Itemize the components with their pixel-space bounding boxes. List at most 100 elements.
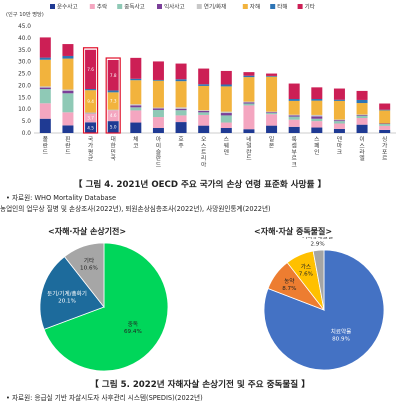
bar-segment bbox=[266, 112, 278, 113]
bar-segment bbox=[311, 100, 323, 115]
bar-segment bbox=[62, 89, 74, 91]
bar-segment bbox=[288, 114, 300, 116]
pie-slice bbox=[39, 256, 105, 330]
bar-segment bbox=[62, 125, 74, 133]
legend-item: 타해 bbox=[270, 3, 287, 11]
bar-segment bbox=[152, 79, 164, 81]
bar-segment bbox=[175, 81, 187, 108]
bar-segment bbox=[266, 73, 278, 76]
pie-slice-value: 8.7% bbox=[282, 286, 296, 292]
y-tick-label: 30.0 bbox=[18, 60, 31, 66]
bar-segment bbox=[266, 75, 278, 77]
bar-segment bbox=[39, 89, 51, 104]
bar-segment bbox=[333, 88, 345, 100]
segment-value-label: 7.6 bbox=[87, 67, 94, 72]
segment-value-label: 5.0 bbox=[110, 125, 117, 130]
bar-segment bbox=[62, 58, 74, 90]
bar-segment bbox=[62, 55, 74, 59]
bar-segment bbox=[85, 89, 97, 91]
figure-4-source: • 자료원: WHO Mortality Database bbox=[6, 194, 117, 202]
bar-segment bbox=[311, 98, 323, 101]
y-tick-label: 0.0 bbox=[22, 131, 32, 137]
legend-swatch bbox=[242, 4, 248, 9]
bar-segment bbox=[198, 112, 210, 115]
figure-4-caption: 【 그림 4. 2021년 OECD 주요 국가의 손상 연령 표준화 사망률 … bbox=[73, 180, 327, 190]
bar-segment bbox=[152, 109, 164, 118]
bar-segment bbox=[152, 61, 164, 80]
bar-segment bbox=[311, 116, 323, 119]
legend-swatch bbox=[89, 4, 95, 9]
legend-swatch bbox=[297, 4, 303, 9]
pie-slice-label: 치료약물 bbox=[331, 328, 352, 336]
figure-4-source-detail: 농업인의 업무상 질병 및 손상조사(2022년), 퇴원손상심층조사(2022… bbox=[0, 205, 271, 213]
bar-segment bbox=[198, 110, 210, 111]
bar-segment bbox=[288, 100, 300, 115]
y-tick-label: 5.0 bbox=[22, 119, 32, 125]
y-tick-label: 35.0 bbox=[18, 48, 31, 54]
legend-label: 기타 bbox=[305, 3, 315, 11]
bar-segment bbox=[39, 87, 51, 90]
bar-segment bbox=[220, 115, 232, 123]
legend-label: 익사사고 bbox=[164, 3, 185, 11]
bar-segment bbox=[198, 84, 210, 86]
segment-value-label: 3.7 bbox=[87, 116, 94, 121]
legend-swatch bbox=[50, 4, 55, 9]
bar-segment bbox=[198, 125, 210, 133]
pie-slice-label: 중독 bbox=[128, 321, 138, 328]
legend-item: 기타 bbox=[297, 3, 315, 11]
bar-segment bbox=[379, 125, 391, 130]
legend-label: 추락 bbox=[97, 3, 107, 11]
bar-segment bbox=[85, 122, 97, 133]
pie-slice bbox=[312, 249, 325, 311]
bar-segment bbox=[311, 114, 323, 117]
chart-legend: 운수사고 추락 중독사고 익사사고 연기/화재 자해 타해 기타 bbox=[50, 3, 315, 11]
bar-segment bbox=[243, 102, 255, 104]
bar-segment bbox=[107, 121, 119, 133]
bar-segment bbox=[107, 90, 119, 93]
highlight-box bbox=[82, 47, 99, 134]
bar-segment bbox=[198, 110, 210, 113]
bar-segment bbox=[175, 122, 187, 133]
bar-segment bbox=[130, 80, 142, 105]
bar-segment bbox=[39, 37, 51, 58]
legend-item: 연기/화재 bbox=[196, 3, 226, 11]
bar-segment bbox=[333, 121, 345, 124]
pie-slice-label: 가스 bbox=[301, 262, 311, 270]
bar-segment bbox=[175, 115, 187, 123]
figure-5-source: • 자료원: 응급실 기반 자살시도자 사후관리 시스템(SPEDIS)(202… bbox=[6, 394, 203, 402]
pie-2-title: <자해·자살 중독물질> bbox=[254, 227, 333, 236]
pie-slice-label: 기타유해물질 bbox=[302, 237, 333, 240]
bar-segment bbox=[333, 128, 345, 133]
bar-segment bbox=[356, 124, 368, 133]
bar-segment bbox=[152, 108, 164, 110]
bar-segment bbox=[175, 110, 187, 116]
bar-segment bbox=[130, 57, 142, 79]
bar-segment bbox=[198, 114, 210, 126]
bar-segment bbox=[175, 63, 187, 80]
bar-segment bbox=[288, 116, 300, 120]
segment-value-label: 4.6 bbox=[110, 113, 117, 118]
bar-segment bbox=[379, 103, 391, 110]
bar-segment bbox=[130, 105, 142, 108]
bar-segment bbox=[152, 128, 164, 133]
pie-slice-value: 7.6% bbox=[299, 271, 313, 277]
bar-segment bbox=[62, 93, 74, 113]
x-axis-labels: 폴 란 드 핀 란 드 국 가 평 균 대 한 민 국 체 코 아 이 슬 란 드 호 주 오 스 트 리 아 스 웨 덴 네 덜 란 드 일 본 룩 셈 부… bbox=[43, 135, 388, 169]
pie-slice-label: 둔기/기계/총화기 bbox=[47, 290, 87, 298]
bar-segment bbox=[130, 78, 142, 81]
bar-segment bbox=[175, 108, 187, 111]
bar-segment bbox=[333, 120, 345, 122]
bar-segment bbox=[243, 101, 255, 103]
pie-1-title: <자해·자살 손상기전> bbox=[48, 227, 127, 236]
segment-value-label: 4.5 bbox=[87, 125, 94, 130]
